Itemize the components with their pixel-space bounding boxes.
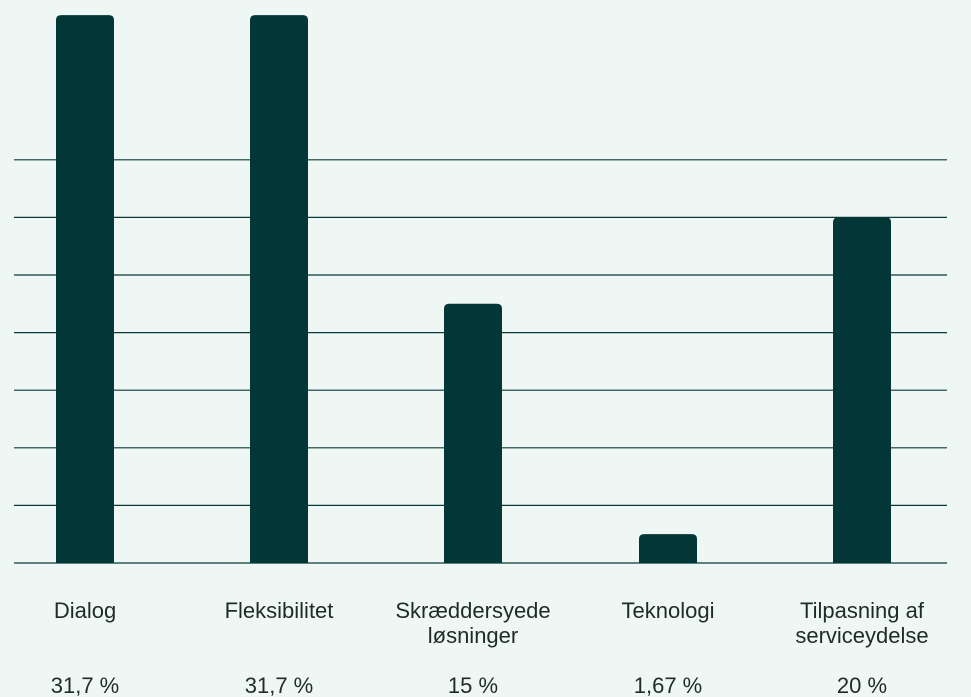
value-label: 15 % <box>447 673 499 697</box>
bar-fleksibilitet <box>250 15 308 564</box>
bar-tilpasning-af-serviceydelse <box>833 217 891 564</box>
category-label-line: Fleksibilitet <box>224 598 334 623</box>
category-label-line: Tilpasning af <box>800 598 924 623</box>
bar-skræddersyede-løsninger <box>444 303 502 563</box>
category-label: Skræddersyede løsninger <box>378 598 568 648</box>
category-label: Dialog <box>0 598 180 623</box>
category-label: Fleksibilitet <box>184 598 374 623</box>
value-label: 31,7 % <box>244 673 314 697</box>
category-label-line: Dialog <box>53 598 117 623</box>
bar-dialog <box>56 15 114 564</box>
category-label-line: Teknologi <box>621 598 715 623</box>
bars <box>56 15 891 564</box>
value-label: 20 % <box>836 673 888 697</box>
value-label: 1,67 % <box>633 673 703 697</box>
value-label: 31,7 % <box>50 673 120 697</box>
bar-teknologi <box>639 534 697 563</box>
category-label: Tilpasning af serviceydelse <box>767 598 957 648</box>
category-label-line: serviceydelse <box>795 623 929 648</box>
category-label-line: løsninger <box>427 623 519 648</box>
category-label: Teknologi <box>573 598 763 623</box>
category-label-line: Skræddersyede <box>395 598 551 623</box>
